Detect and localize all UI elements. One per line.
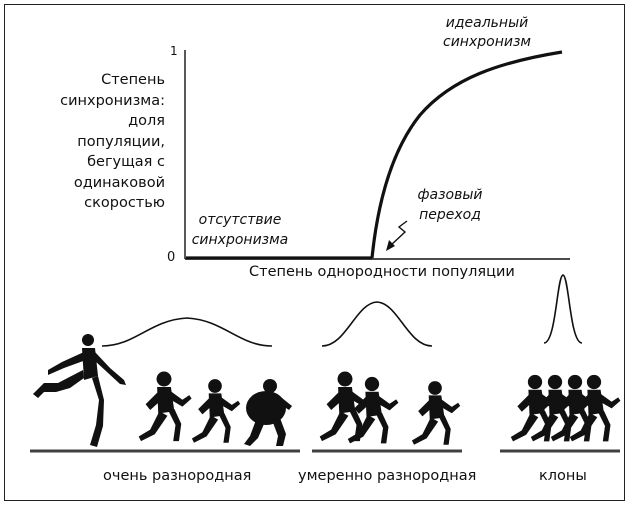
distribution-curve-medium [321,301,433,347]
x-axis-label: Степень однородности популяции [249,264,515,280]
y-label-line: доля популяции, [77,113,165,150]
distribution-curve-narrow [543,274,583,344]
distribution-curve-wide [101,317,273,347]
phase-transition-arrow [389,220,408,247]
annotation-line: идеальный [445,15,529,31]
annotation-line: синхронизм [443,34,531,50]
group-label-very-heterogeneous: очень разнородная [103,468,252,484]
y-label-line: одинаковой [73,174,165,191]
runner-figure [411,381,461,445]
runner-figure [191,379,241,443]
sync-curve [370,50,563,259]
annotation-ideal-sync: идеальный синхронизм [442,14,532,52]
annotation-no-sync: отсутствие синхронизма [190,210,290,250]
group-label-moderately-heterogeneous: умеренно разнородная [298,468,477,484]
annotation-line: переход [419,207,481,223]
y-label-line: Степень [101,72,165,88]
y-tick-0: 0 [167,250,176,265]
annotation-phase-transition: фазовый переход [410,185,490,225]
y-label-line: синхронизма: [60,92,165,109]
y-axis-label: Степень синхронизма: доля популяции, бег… [40,70,165,214]
runner-figure [138,371,192,442]
y-label-line: бегущая с [87,154,165,170]
runner-figure-tall [33,334,126,447]
annotation-line: синхронизма [191,232,289,248]
figure-frame [4,4,625,501]
arrow-head [386,240,395,251]
y-tick-1: 1 [170,44,178,58]
annotation-line: отсутствие [198,212,282,228]
annotation-line: фазовый [417,187,483,203]
runner-figure-heavy [244,379,292,446]
y-label-line: скоростью [84,195,165,211]
group-label-clones: клоны [539,468,587,484]
